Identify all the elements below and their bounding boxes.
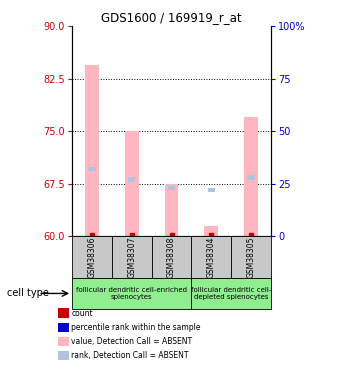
Text: GSM38307: GSM38307 — [127, 236, 136, 278]
Bar — [191, 278, 271, 309]
Text: GSM38306: GSM38306 — [87, 236, 96, 278]
Text: cell type: cell type — [7, 288, 49, 298]
Text: GDS1600 / 169919_r_at: GDS1600 / 169919_r_at — [101, 11, 242, 24]
Text: GSM38305: GSM38305 — [247, 236, 256, 278]
Text: rank, Detection Call = ABSENT: rank, Detection Call = ABSENT — [71, 351, 189, 360]
Bar — [72, 236, 112, 278]
Text: percentile rank within the sample: percentile rank within the sample — [71, 323, 201, 332]
Bar — [204, 226, 218, 236]
Bar — [244, 117, 258, 236]
Text: GSM38308: GSM38308 — [167, 236, 176, 278]
Bar — [88, 167, 95, 171]
Bar — [248, 176, 255, 180]
Bar — [191, 236, 231, 278]
Text: GSM38304: GSM38304 — [207, 236, 216, 278]
Bar — [112, 236, 152, 278]
Bar — [128, 177, 135, 182]
Bar — [231, 236, 271, 278]
Text: follicular dendritic cell-enriched
splenocytes: follicular dendritic cell-enriched splen… — [76, 287, 187, 300]
Bar — [125, 131, 139, 236]
Bar — [152, 236, 191, 278]
Text: value, Detection Call = ABSENT: value, Detection Call = ABSENT — [71, 337, 192, 346]
Bar — [72, 278, 191, 309]
Text: count: count — [71, 309, 93, 318]
Bar — [168, 186, 175, 190]
Text: follicular dendritic cell-
depleted splenocytes: follicular dendritic cell- depleted sple… — [191, 287, 271, 300]
Bar — [85, 65, 99, 236]
Bar — [208, 188, 215, 192]
Bar — [165, 184, 178, 236]
